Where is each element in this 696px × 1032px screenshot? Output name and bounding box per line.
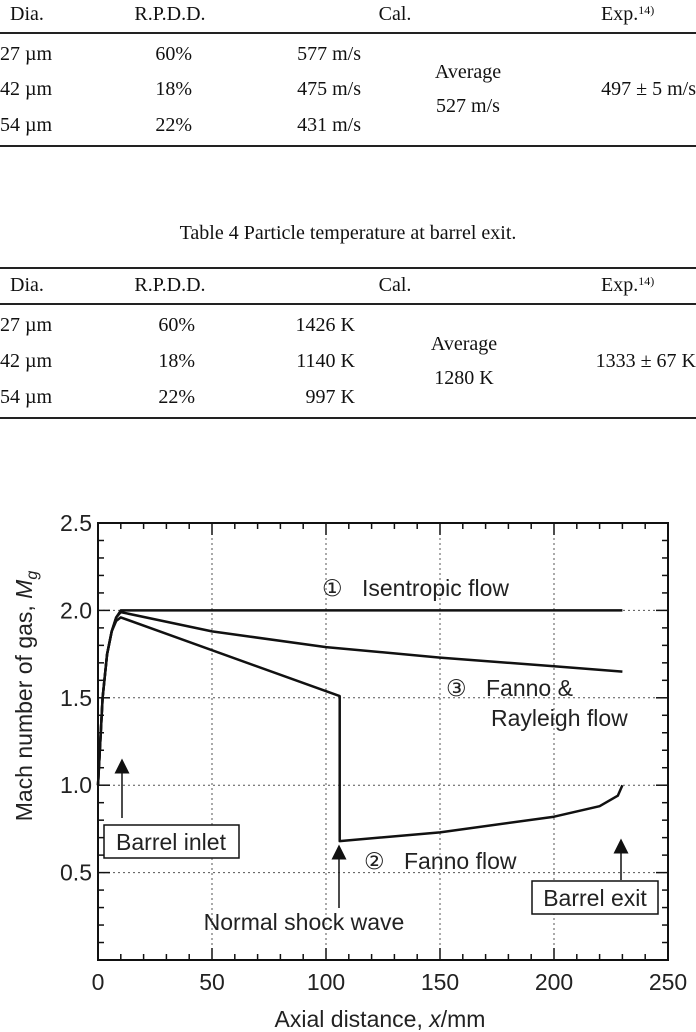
chart-tick-labels: 0 50 100 150 200 250 0.5 1.0 1.5 2.0 2.5 bbox=[60, 510, 687, 995]
table4-average-value: 1280 K bbox=[434, 367, 494, 389]
table3-average-label: Average bbox=[434, 61, 502, 83]
table3-row2-dia: 42 µm bbox=[0, 78, 53, 100]
table4-top-rule bbox=[0, 267, 696, 269]
table4-header-dia: Dia. bbox=[10, 274, 44, 296]
table3-header-exp: Exp.14) bbox=[601, 3, 655, 25]
y-axis-label: Mach number of gas, Mg bbox=[11, 571, 41, 822]
fanno-rayleigh-circle-marker: ③ bbox=[446, 675, 467, 701]
mach-number-chart: 0 50 100 150 200 250 0.5 1.0 1.5 2.0 2.5 Axial dis… bbox=[11, 510, 687, 1032]
y-tick-label: 2.0 bbox=[60, 597, 92, 623]
table4-header-cal: Cal. bbox=[378, 274, 412, 296]
table4-row1-rpdd: 60% bbox=[158, 314, 195, 336]
x-tick-label: 250 bbox=[649, 969, 687, 995]
fanno-rayleigh-label-line2: Rayleigh flow bbox=[491, 705, 628, 731]
table3-header-dia: Dia. bbox=[10, 3, 44, 25]
y-tick-label: 1.5 bbox=[60, 685, 92, 711]
x-tick-label: 150 bbox=[421, 969, 459, 995]
x-tick-label: 200 bbox=[535, 969, 573, 995]
isentropic-flow-label: Isentropic flow bbox=[362, 575, 509, 601]
table3-row2-cal: 475 m/s bbox=[297, 78, 361, 100]
barrel-exit-box bbox=[531, 880, 659, 915]
y-tick-label: 0.5 bbox=[60, 860, 92, 886]
barrel-inlet-label: Barrel inlet bbox=[116, 829, 227, 855]
table4-row1-cal: 1426 K bbox=[295, 314, 355, 336]
y-tick-label: 2.5 bbox=[60, 510, 92, 536]
table3-row1-dia: 27 µm bbox=[0, 43, 53, 65]
table4-row2-dia: 42 µm bbox=[0, 350, 53, 372]
table3-row2-rpdd: 18% bbox=[155, 78, 192, 100]
barrel-exit-label: Barrel exit bbox=[543, 885, 647, 911]
table4-row1-dia: 27 µm bbox=[0, 314, 53, 336]
table4-exp-value: 1333 ± 67 K bbox=[595, 350, 696, 372]
table3-row1-rpdd: 60% bbox=[155, 43, 192, 65]
table4-row3-cal: 997 K bbox=[305, 386, 355, 408]
table4-row3-rpdd: 22% bbox=[158, 386, 195, 408]
fanno-circle-marker: ② bbox=[364, 848, 385, 874]
table3-header-rule bbox=[0, 32, 696, 34]
fanno-rayleigh-label-line1: Fanno & bbox=[486, 675, 573, 701]
table4-row3-dia: 54 µm bbox=[0, 386, 53, 408]
fanno-flow-label: Fanno flow bbox=[404, 848, 517, 874]
table3-bottom-rule bbox=[0, 145, 696, 147]
table4-header-rpdd: R.P.D.D. bbox=[134, 274, 206, 296]
table3-average-value: 527 m/s bbox=[436, 95, 500, 117]
x-tick-label: 50 bbox=[199, 969, 225, 995]
plot-frame bbox=[97, 522, 669, 961]
y-tick-label: 1.0 bbox=[60, 772, 92, 798]
table3-exp-value: 497 ± 5 m/s bbox=[601, 78, 696, 100]
table3-row1-cal: 577 m/s bbox=[297, 43, 361, 65]
table4-bottom-rule bbox=[0, 417, 696, 419]
table4-caption: Table 4 Particle temperature at barrel e… bbox=[179, 222, 517, 244]
x-tick-label: 0 bbox=[92, 969, 105, 995]
table4-header-exp: Exp.14) bbox=[601, 274, 655, 296]
table4-average-label: Average bbox=[430, 333, 498, 355]
table4-header-rule bbox=[0, 303, 696, 305]
table3-header-rpdd: R.P.D.D. bbox=[134, 3, 206, 25]
x-axis-label: Axial distance, x/mm bbox=[275, 1006, 486, 1032]
table3-header-cal: Cal. bbox=[378, 3, 412, 25]
table3-row3-cal: 431 m/s bbox=[297, 114, 361, 136]
table4-row2-cal: 1140 K bbox=[296, 350, 355, 372]
chart-series bbox=[96, 609, 624, 843]
isentropic-circle-marker: ① bbox=[322, 575, 343, 601]
x-tick-label: 100 bbox=[307, 969, 345, 995]
barrel-inlet-box bbox=[103, 824, 240, 859]
normal-shock-label: Normal shock wave bbox=[204, 909, 405, 935]
table4-row2-rpdd: 18% bbox=[158, 350, 195, 372]
table3-row3-rpdd: 22% bbox=[155, 114, 192, 136]
table3-row3-dia: 54 µm bbox=[0, 114, 53, 136]
fanno-flow-line bbox=[96, 616, 624, 843]
